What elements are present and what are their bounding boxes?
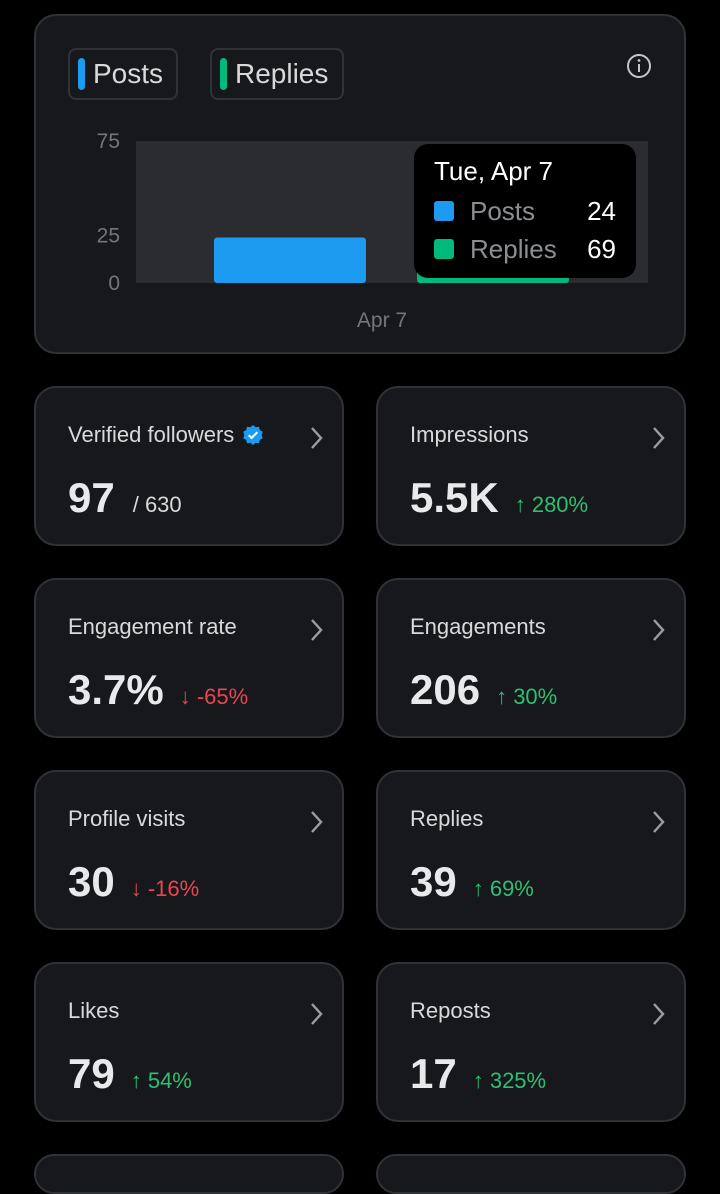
stat-value: 17 [410, 1050, 457, 1097]
replies-swatch [220, 58, 227, 90]
legend-replies-toggle[interactable]: Replies [210, 48, 344, 100]
stat-change: ↓ -16% [130, 876, 200, 901]
stat-change: ↑ 30% [496, 684, 558, 709]
tooltip-replies-label: Replies [470, 233, 557, 264]
chevron-right-icon [311, 811, 323, 833]
stat-label: Likes [68, 998, 120, 1023]
stat-change: ↑ 69% [472, 876, 534, 901]
engagement-rate-card[interactable]: Engagement rate 3.7% ↓ -65% [34, 578, 344, 738]
stat-label: Engagements [410, 614, 546, 639]
stat-change: ↑ 54% [130, 1068, 192, 1093]
tooltip-title: Tue, Apr 7 [434, 156, 553, 186]
stat-change: ↑ 325% [472, 1068, 547, 1093]
profile-visits-card[interactable]: Profile visits 30 ↓ -16% [34, 770, 344, 930]
chevron-right-icon [311, 1003, 323, 1025]
stat-value: 3.7% [68, 666, 164, 713]
stat-label: Replies [410, 806, 484, 831]
stat-label: Engagement rate [68, 614, 237, 639]
activity-chart-card: Posts Replies 75 25 0 Apr 7 Tue, Apr 7 Pos… [34, 14, 686, 354]
y-tick-label: 0 [108, 272, 120, 295]
verified-badge-icon [243, 425, 264, 445]
stat-value: 206 [410, 666, 481, 713]
chart-tooltip: Tue, Apr 7 Posts 24 Replies 69 [414, 144, 636, 278]
y-tick-label: 75 [97, 130, 120, 153]
posts-swatch [78, 58, 85, 90]
tooltip-replies-swatch [434, 239, 454, 259]
stat-value: 79 [68, 1050, 115, 1097]
next-stat-card[interactable] [376, 1154, 686, 1194]
verified-followers-label-row: Verified followers [68, 422, 264, 448]
stat-value: 30 [68, 858, 115, 905]
stat-label: Impressions [410, 422, 529, 447]
bar-posts[interactable] [214, 237, 366, 283]
x-tick-label: Apr 7 [357, 309, 407, 332]
chevron-right-icon [311, 427, 323, 449]
tooltip-posts-value: 24 [587, 195, 616, 226]
legend-posts-label: Posts [93, 58, 164, 89]
stat-value: 97 [68, 474, 115, 521]
info-icon[interactable] [626, 53, 652, 79]
impressions-card[interactable]: Impressions 5.5K ↑ 280% [376, 386, 686, 546]
replies-card[interactable]: Replies 39 ↑ 69% [376, 770, 686, 930]
reposts-card[interactable]: Reposts 17 ↑ 325% [376, 962, 686, 1122]
tooltip-row-posts: Posts 24 [434, 194, 616, 228]
tooltip-replies-value: 69 [587, 233, 616, 264]
verified-followers-card[interactable]: Verified followers 97 / 630 [34, 386, 344, 546]
chevron-right-icon [653, 1003, 665, 1025]
stat-total: / 630 [132, 492, 182, 517]
tooltip-row-replies: Replies 69 [434, 232, 616, 266]
stat-change: ↑ 280% [514, 492, 589, 517]
stat-value: 5.5K [410, 474, 499, 521]
y-tick-label: 25 [97, 225, 120, 248]
legend-posts-toggle[interactable]: Posts [68, 48, 178, 100]
chevron-right-icon [653, 619, 665, 641]
chevron-right-icon [653, 427, 665, 449]
next-stat-card[interactable] [34, 1154, 344, 1194]
tooltip-posts-swatch [434, 201, 454, 221]
chevron-right-icon [653, 811, 665, 833]
tooltip-posts-label: Posts [470, 195, 536, 226]
stat-value: 39 [410, 858, 457, 905]
engagements-card[interactable]: Engagements 206 ↑ 30% [376, 578, 686, 738]
likes-card[interactable]: Likes 79 ↑ 54% [34, 962, 344, 1122]
stat-label: Reposts [410, 998, 491, 1023]
chevron-right-icon [311, 619, 323, 641]
legend-replies-label: Replies [235, 58, 329, 89]
stat-change: ↓ -65% [179, 684, 249, 709]
stat-label: Profile visits [68, 806, 186, 831]
stat-label: Verified followers [68, 422, 235, 447]
